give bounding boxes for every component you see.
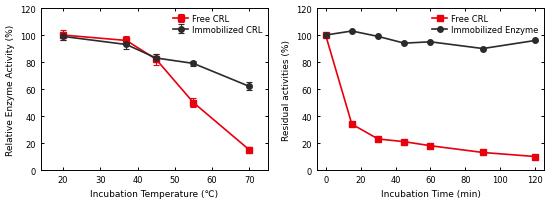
- Free CRL: [322, 35, 329, 37]
- Line: Immobilized Enzyme: Immobilized Enzyme: [323, 29, 538, 52]
- Free CRL: [427, 145, 434, 147]
- Immobilized Enzyme: [401, 43, 408, 45]
- Line: Free CRL: Free CRL: [323, 33, 538, 160]
- Immobilized Enzyme: [375, 36, 381, 38]
- Free CRL: [532, 155, 538, 158]
- X-axis label: Incubation Temperature (℃): Incubation Temperature (℃): [90, 190, 218, 198]
- X-axis label: Incubation Time (min): Incubation Time (min): [381, 190, 480, 198]
- Legend: Free CRL, Immobilized Enzyme: Free CRL, Immobilized Enzyme: [431, 13, 540, 36]
- Free CRL: [375, 138, 381, 141]
- Y-axis label: Residual activities (%): Residual activities (%): [282, 39, 291, 140]
- Free CRL: [349, 123, 355, 126]
- Y-axis label: Relative Enzyme Activity (%): Relative Enzyme Activity (%): [6, 24, 14, 155]
- Immobilized Enzyme: [322, 35, 329, 37]
- Legend: Free CRL, Immobilized CRL: Free CRL, Immobilized CRL: [172, 13, 263, 36]
- Immobilized Enzyme: [349, 31, 355, 33]
- Immobilized Enzyme: [532, 40, 538, 42]
- Immobilized Enzyme: [480, 48, 486, 51]
- Free CRL: [401, 141, 408, 143]
- Immobilized Enzyme: [427, 41, 434, 44]
- Free CRL: [480, 152, 486, 154]
